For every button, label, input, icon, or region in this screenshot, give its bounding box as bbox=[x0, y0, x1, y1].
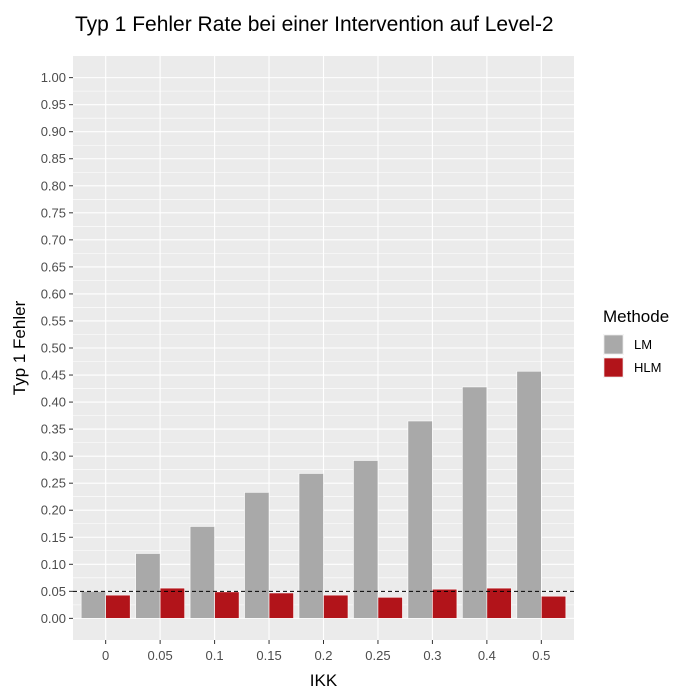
x-tick-label: 0 bbox=[102, 648, 109, 663]
y-tick-label: 0.90 bbox=[41, 124, 66, 139]
bar-hlm bbox=[541, 595, 567, 619]
y-tick-label: 0.10 bbox=[41, 557, 66, 572]
legend-label-lm: LM bbox=[634, 337, 652, 352]
y-tick-label: 0.30 bbox=[41, 449, 66, 464]
x-tick-label: 0.1 bbox=[206, 648, 224, 663]
y-tick-label: 0.15 bbox=[41, 530, 66, 545]
y-tick-label: 0.60 bbox=[41, 286, 66, 301]
y-tick-label: 0.25 bbox=[41, 476, 66, 491]
y-tick-label: 0.65 bbox=[41, 259, 66, 274]
legend: Methode LM HLM bbox=[603, 307, 669, 378]
bars bbox=[80, 370, 567, 619]
bar-hlm bbox=[323, 594, 349, 619]
legend-label-hlm: HLM bbox=[634, 360, 661, 375]
y-axis-title: Typ 1 Fehler bbox=[10, 300, 29, 395]
x-tick-label: 0.3 bbox=[423, 648, 441, 663]
bar-lm bbox=[189, 526, 215, 619]
y-tick-label: 0.35 bbox=[41, 422, 66, 437]
y-tick-label: 1.00 bbox=[41, 70, 66, 85]
x-axis: 0 0.05 0.1 0.15 0.2 0.25 0.3 0.4 0.5 bbox=[102, 640, 550, 663]
bar-hlm bbox=[214, 591, 240, 619]
bar-lm bbox=[516, 370, 542, 619]
chart-title: Typ 1 Fehler Rate bei einer Intervention… bbox=[75, 13, 554, 36]
bar-lm bbox=[135, 553, 161, 619]
y-tick-label: 0.20 bbox=[41, 503, 66, 518]
y-tick-label: 0.45 bbox=[41, 368, 66, 383]
bar-hlm bbox=[268, 592, 294, 619]
y-tick-label: 0.50 bbox=[41, 341, 66, 356]
x-tick-label: 0.4 bbox=[478, 648, 496, 663]
bar-hlm bbox=[486, 587, 512, 619]
x-tick-label: 0.15 bbox=[256, 648, 281, 663]
y-tick-label: 0.85 bbox=[41, 151, 66, 166]
x-tick-label: 0.2 bbox=[314, 648, 332, 663]
y-tick-label: 0.55 bbox=[41, 313, 66, 328]
bar-hlm bbox=[432, 588, 458, 619]
y-tick-label: 0.70 bbox=[41, 232, 66, 247]
x-axis-title: IKK bbox=[310, 671, 338, 690]
bar-lm bbox=[244, 492, 270, 619]
y-tick-label: 0.80 bbox=[41, 178, 66, 193]
bar-hlm bbox=[159, 587, 185, 619]
y-tick-label: 0.00 bbox=[41, 611, 66, 626]
y-tick-label: 0.95 bbox=[41, 97, 66, 112]
y-axis: 0.00 0.05 0.10 0.15 0.20 0.25 0.30 0.35 0.40 0.45… bbox=[41, 70, 73, 626]
y-tick-label: 0.75 bbox=[41, 205, 66, 220]
bar-lm bbox=[407, 420, 433, 619]
bar-hlm bbox=[105, 594, 131, 619]
bar-lm bbox=[80, 591, 106, 619]
x-tick-label: 0.5 bbox=[532, 648, 550, 663]
legend-swatch-lm bbox=[603, 334, 624, 355]
y-tick-label: 0.05 bbox=[41, 584, 66, 599]
y-tick-label: 0.40 bbox=[41, 395, 66, 410]
bar-lm bbox=[353, 460, 379, 619]
x-tick-label: 0.05 bbox=[147, 648, 172, 663]
bar-lm bbox=[298, 473, 324, 619]
x-tick-label: 0.25 bbox=[365, 648, 390, 663]
bar-hlm bbox=[377, 596, 403, 619]
legend-swatch-hlm bbox=[603, 357, 624, 378]
legend-title: Methode bbox=[603, 307, 669, 326]
bar-lm bbox=[462, 386, 488, 619]
